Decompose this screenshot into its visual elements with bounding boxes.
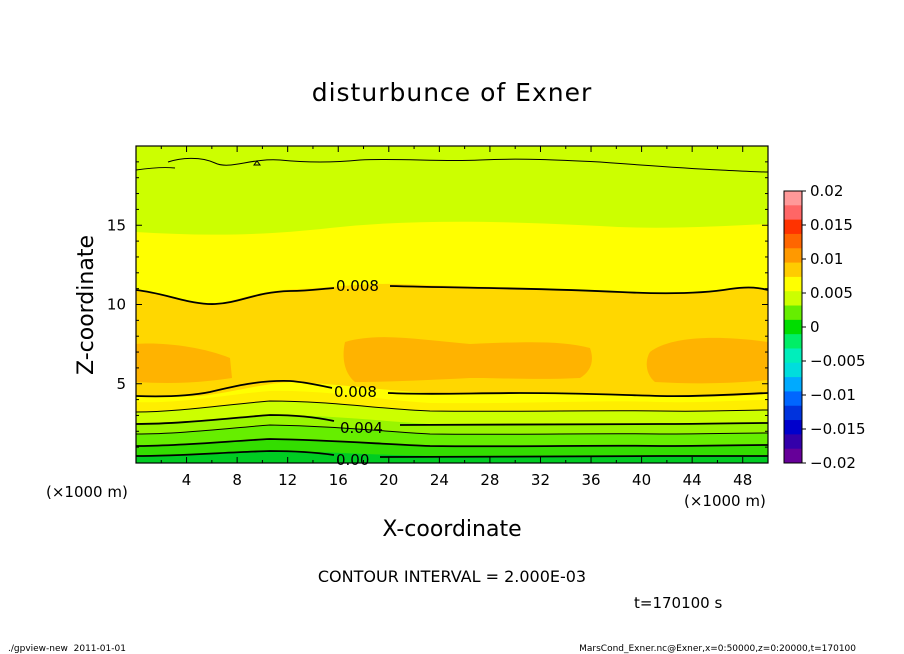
y-tick-label: 5 [116, 375, 126, 393]
footer-right: MarsCond_Exner.nc@Exner,x=0:50000,z=0:20… [579, 644, 856, 654]
colorbar-label: −0.02 [810, 454, 856, 472]
y-axis-label: Z-coordinate [74, 235, 99, 375]
colorbar-swatch [784, 262, 802, 278]
x-axis: 4 8 12 16 20 24 28 32 36 40 44 48 [160, 146, 752, 489]
contour-0.008-lower [136, 380, 768, 398]
contour-thin-a [136, 400, 768, 413]
colorbar-label: 0.01 [810, 250, 843, 268]
y-axis: 5 10 15 [107, 161, 768, 448]
colorbar-label: 0 [810, 318, 820, 336]
contour-0.00 [136, 450, 768, 458]
contour-0.008-upper [136, 285, 768, 305]
time-label: t=170100 s [634, 594, 722, 612]
x-tick-label: 36 [581, 471, 600, 489]
colorbar-swatch [784, 205, 802, 221]
colorbar-swatch [784, 434, 802, 450]
colorbar-label: −0.015 [810, 420, 866, 438]
colorbar-swatch [784, 391, 802, 407]
x-tick-label: 40 [632, 471, 651, 489]
x-tick-label: 8 [232, 471, 242, 489]
chart-title: disturbunce of Exner [312, 78, 593, 107]
x-tick-label: 28 [480, 471, 499, 489]
colorbar-swatch [784, 405, 802, 421]
colorbar-swatch [784, 305, 802, 321]
colorbar-swatch [784, 291, 802, 307]
x-tick-label: 4 [182, 471, 192, 489]
colorbar-swatch [784, 448, 802, 464]
y-tick-label: 10 [107, 296, 126, 314]
colorbar-swatch [784, 334, 802, 349]
colorbar-swatch [784, 377, 802, 392]
fill-core-middle [343, 337, 592, 382]
colorbar: 0.02 0.015 0.01 0.005 0 −0.005 −0.01 −0.015 −0.0… [783, 182, 866, 472]
fill-core-left [136, 343, 232, 383]
fill-mid-band [136, 283, 768, 397]
fill-core-right [646, 337, 768, 384]
x-tick-label: 24 [430, 471, 449, 489]
contour-thin-c [136, 438, 768, 448]
colorbar-swatch [784, 233, 802, 249]
contour-label-0-008-lower: 0.008 [334, 383, 377, 401]
plot-area [136, 146, 768, 463]
colorbar-swatch [784, 362, 802, 378]
contour-label-0-00: 0.00 [336, 451, 369, 469]
contour-label-group: 0.008 0.008 0.004 0.00 [334, 277, 383, 469]
colorbar-swatch [784, 420, 802, 435]
colorbar-swatch [784, 191, 802, 206]
colorbar-label: 0.005 [810, 284, 853, 302]
contour-small-loop [253, 160, 261, 166]
colorbar-label: 0.02 [810, 182, 843, 200]
colorbar-label: 0.015 [810, 216, 853, 234]
colorbar-label: −0.005 [810, 352, 866, 370]
footer-left: ./gpview-new 2011-01-01 [8, 644, 126, 654]
colorbar-swatch [784, 219, 802, 235]
y-tick-label: 15 [107, 216, 126, 234]
colorbar-swatch [784, 248, 802, 264]
colorbar-swatch [784, 276, 802, 292]
x-tick-label: 48 [733, 471, 752, 489]
x-tick-label: 32 [531, 471, 550, 489]
x-unit-right: (×1000 m) [684, 492, 766, 510]
x-tick-label: 12 [278, 471, 297, 489]
contour-label-0-004: 0.004 [340, 419, 383, 437]
x-axis-label: X-coordinate [382, 517, 521, 542]
colorbar-swatch [784, 319, 802, 335]
colorbar-label: −0.01 [810, 386, 856, 404]
contour-0.004 [136, 414, 768, 426]
contour-thin-b [136, 424, 768, 435]
contour-interval: CONTOUR INTERVAL = 2.000E-03 [318, 567, 586, 586]
contour-top-thin [167, 157, 768, 173]
x-tick-label: 44 [683, 471, 702, 489]
x-tick-label: 16 [329, 471, 348, 489]
contour-label-0-008-upper: 0.008 [336, 277, 379, 295]
colorbar-swatch [784, 348, 802, 364]
contour-top-thin-2 [136, 167, 176, 171]
x-tick-label: 20 [379, 471, 398, 489]
x-unit-left: (×1000 m) [46, 483, 128, 501]
